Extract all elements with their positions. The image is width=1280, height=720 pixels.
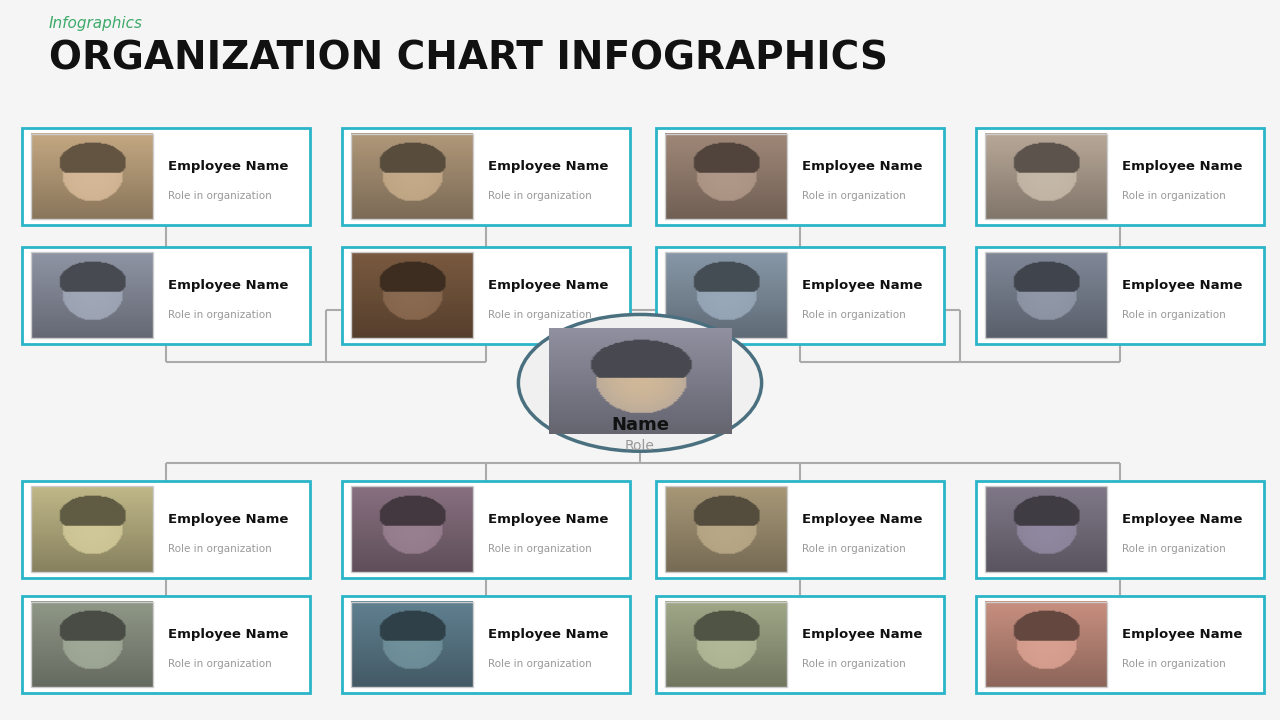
- FancyBboxPatch shape: [657, 246, 943, 344]
- Text: Employee Name: Employee Name: [803, 160, 923, 174]
- Text: Employee Name: Employee Name: [803, 279, 923, 292]
- Text: ORGANIZATION CHART INFOGRAPHICS: ORGANIZATION CHART INFOGRAPHICS: [49, 40, 887, 78]
- FancyBboxPatch shape: [977, 596, 1265, 693]
- Text: Role in organization: Role in organization: [1123, 310, 1226, 320]
- FancyBboxPatch shape: [23, 246, 310, 344]
- Text: Role in organization: Role in organization: [803, 659, 906, 669]
- Text: Employee Name: Employee Name: [489, 513, 609, 526]
- Text: Role in organization: Role in organization: [1123, 191, 1226, 201]
- FancyBboxPatch shape: [977, 481, 1265, 577]
- Text: Infographics: Infographics: [49, 16, 142, 31]
- Text: Employee Name: Employee Name: [489, 628, 609, 642]
- Text: Employee Name: Employee Name: [803, 628, 923, 642]
- FancyBboxPatch shape: [23, 596, 310, 693]
- FancyBboxPatch shape: [343, 596, 631, 693]
- Text: Employee Name: Employee Name: [1123, 628, 1243, 642]
- FancyBboxPatch shape: [343, 246, 631, 344]
- Text: Role in organization: Role in organization: [489, 544, 593, 554]
- Text: Employee Name: Employee Name: [169, 513, 289, 526]
- FancyBboxPatch shape: [977, 127, 1265, 225]
- FancyBboxPatch shape: [343, 481, 631, 577]
- Text: Employee Name: Employee Name: [169, 628, 289, 642]
- Text: Role in organization: Role in organization: [489, 659, 593, 669]
- FancyBboxPatch shape: [343, 127, 631, 225]
- FancyBboxPatch shape: [23, 481, 310, 577]
- Text: Role: Role: [625, 439, 655, 454]
- Text: Role in organization: Role in organization: [169, 544, 273, 554]
- Text: Employee Name: Employee Name: [803, 513, 923, 526]
- Text: Name: Name: [611, 416, 669, 433]
- Text: Role in organization: Role in organization: [803, 544, 906, 554]
- Text: Role in organization: Role in organization: [169, 191, 273, 201]
- Text: Role in organization: Role in organization: [489, 191, 593, 201]
- Text: Employee Name: Employee Name: [1123, 160, 1243, 174]
- Text: Employee Name: Employee Name: [1123, 513, 1243, 526]
- FancyBboxPatch shape: [23, 127, 310, 225]
- Text: Employee Name: Employee Name: [489, 160, 609, 174]
- Text: Employee Name: Employee Name: [169, 160, 289, 174]
- Text: Employee Name: Employee Name: [489, 279, 609, 292]
- FancyBboxPatch shape: [657, 127, 943, 225]
- FancyBboxPatch shape: [657, 596, 943, 693]
- Text: Role in organization: Role in organization: [803, 191, 906, 201]
- Text: Role in organization: Role in organization: [803, 310, 906, 320]
- Circle shape: [518, 315, 762, 451]
- Text: Role in organization: Role in organization: [1123, 544, 1226, 554]
- Text: Role in organization: Role in organization: [489, 310, 593, 320]
- Text: Employee Name: Employee Name: [1123, 279, 1243, 292]
- Text: Role in organization: Role in organization: [169, 659, 273, 669]
- FancyBboxPatch shape: [977, 246, 1265, 344]
- Text: Role in organization: Role in organization: [169, 310, 273, 320]
- FancyBboxPatch shape: [657, 481, 943, 577]
- Text: Employee Name: Employee Name: [169, 279, 289, 292]
- Text: Role in organization: Role in organization: [1123, 659, 1226, 669]
